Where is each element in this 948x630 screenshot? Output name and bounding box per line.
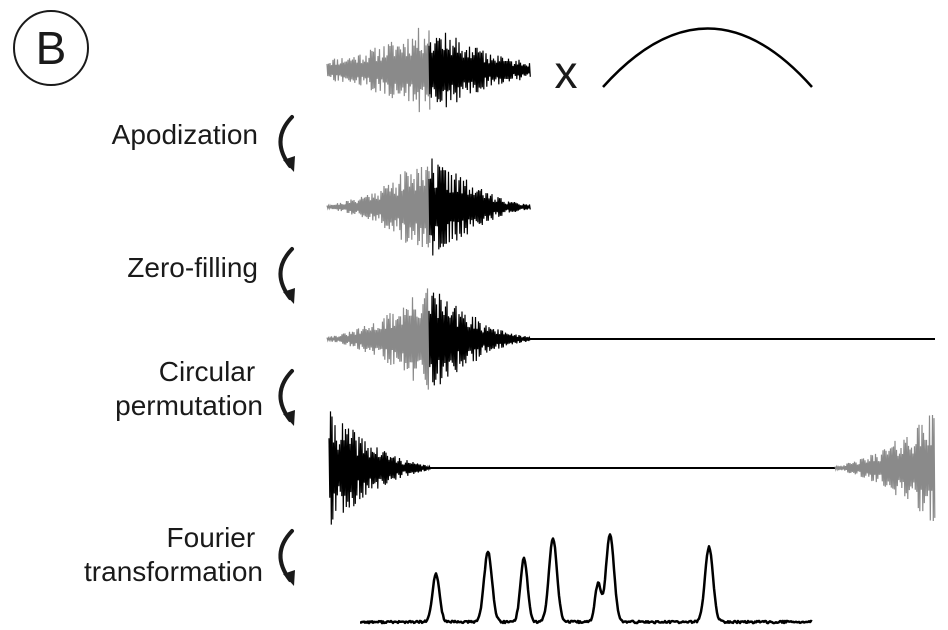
signal-second-half: [328, 411, 431, 525]
zero-filled-fid-signal: [326, 288, 531, 390]
step-label-circular-permutation: Circular permutation: [115, 356, 263, 421]
permuted-first-half-signal: [834, 414, 936, 522]
arrow-circular-permutation-icon: [278, 369, 295, 426]
signal-first-half: [326, 166, 431, 248]
apodization-window-curve: [602, 27, 813, 88]
signal-second-half: [428, 32, 531, 108]
step-label-line: transformation: [84, 556, 263, 587]
arrow-fourier-transformation-icon: [278, 529, 295, 586]
signal-first-half: [326, 288, 431, 390]
step-label-line: Circular: [159, 356, 255, 387]
permuted-second-half-signal: [328, 411, 431, 525]
step-label-apodization: Apodization: [112, 119, 258, 150]
multiply-symbol: x: [555, 46, 578, 98]
step-label-line: Zero-filling: [127, 252, 258, 283]
arrow-apodization-icon: [278, 115, 295, 172]
arrow-zero-filling-icon: [278, 247, 295, 304]
step-label-line: Fourier: [167, 522, 256, 553]
step-label-zero-filling: Zero-filling: [127, 252, 258, 283]
panel-label-text: B: [36, 22, 67, 74]
signal-first-half: [834, 414, 936, 522]
step-label-line: permutation: [115, 390, 263, 421]
panel-label-circle: [13, 10, 89, 86]
panel-label: B: [13, 10, 89, 86]
step-label-fourier-transformation: Fourier transformation: [84, 522, 263, 587]
nmr-spectrum-line: [359, 533, 813, 625]
apodized-fid-signal: [326, 158, 531, 256]
signal-first-half: [326, 27, 431, 113]
signal-second-half: [428, 292, 531, 386]
original-fid-signal: [326, 27, 531, 113]
step-label-line: Apodization: [112, 119, 258, 150]
signal-second-half: [428, 158, 531, 256]
